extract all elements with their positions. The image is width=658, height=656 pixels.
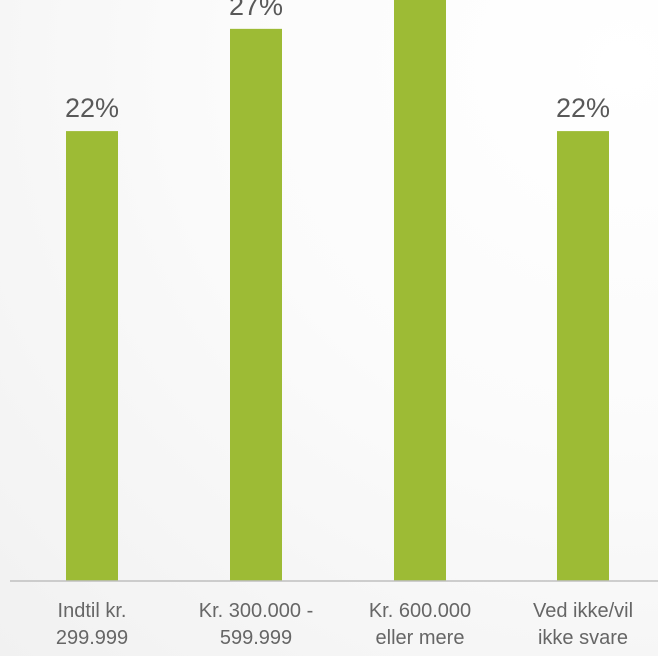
value-label-4: 22% [556,93,610,123]
category-label-4: Ved ikke/vil ikke svare [533,600,633,649]
category-labels-group: Indtil kr. 299.999 Kr. 300.000 -599.999 Kr.… [56,600,633,649]
value-label-1: 22% [65,93,119,123]
category-label-3: Kr. 600.000 eller mere [369,600,471,649]
category-label-2: Kr. 300.000 -599.999 [199,600,314,649]
bar-1 [66,131,118,581]
value-labels-group: 22%27%29%22% [65,0,610,123]
bar-2 [230,28,282,582]
bars-group [66,0,609,582]
bar-3 [394,0,446,581]
category-label-1: Indtil kr. 299.999 [56,600,128,649]
value-label-2: 27% [229,0,283,21]
bar-4 [557,131,609,581]
